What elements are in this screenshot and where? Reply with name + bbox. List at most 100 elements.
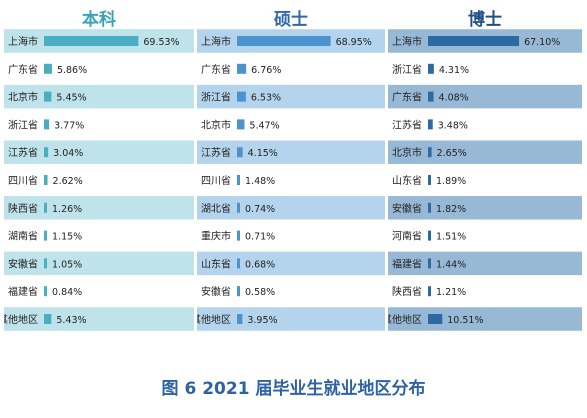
bar <box>428 91 434 102</box>
bar <box>44 258 47 269</box>
panel-title: 硕士 <box>274 10 308 30</box>
row-band <box>197 196 385 220</box>
bar-chart-doctor: 上海市 67.10% 浙江省 4.31% 广东省 4.08% 江苏省 3.48% 北京市 2.65… <box>388 29 582 331</box>
value-label: 3.77% <box>54 120 84 131</box>
value-label: 1.82% <box>436 204 466 215</box>
value-label: 4.15% <box>248 148 278 159</box>
row-band <box>4 251 194 276</box>
bar <box>428 119 433 130</box>
category-label: 北京市 <box>392 146 422 159</box>
bar <box>44 119 50 130</box>
category-label: 陕西省 <box>8 202 38 215</box>
category-label: 广东省 <box>201 63 231 76</box>
value-label: 3.48% <box>438 120 468 131</box>
bar <box>44 202 47 213</box>
bar <box>428 175 431 185</box>
bar-chart-master: 上海市 68.95% 广东省 6.76% 浙江省 6.53% 北京市 5.47% 江苏省 4.15… <box>197 29 385 331</box>
row-band <box>4 84 194 109</box>
bar <box>237 258 240 269</box>
value-label: 0.68% <box>245 259 275 270</box>
value-label: 0.84% <box>52 287 82 298</box>
category-label: 四川省 <box>8 174 38 187</box>
row-band <box>4 196 194 220</box>
value-label: 6.76% <box>251 65 281 76</box>
bar <box>44 63 52 74</box>
panel-undergraduate: 本科 上海市 69.53% 广东省 5.86% 北京市 5.45% 浙江省 3.77% 江苏省 3… <box>4 0 194 362</box>
value-label: 6.53% <box>251 93 281 104</box>
value-label: 3.95% <box>247 315 277 326</box>
value-label: 2.65% <box>437 148 467 159</box>
bar <box>237 36 331 46</box>
category-label: 其他地区 <box>388 313 422 326</box>
value-label: 69.53% <box>143 37 179 48</box>
value-label: 1.26% <box>52 204 82 215</box>
bar <box>44 314 52 324</box>
bar <box>237 119 245 130</box>
category-label: 北京市 <box>8 91 38 104</box>
row-band <box>197 307 385 331</box>
value-label: 67.10% <box>524 37 560 48</box>
category-label: 浙江省 <box>201 91 231 104</box>
category-label: 安徽省 <box>392 202 422 215</box>
bar <box>237 91 246 102</box>
category-label: 福建省 <box>392 257 422 270</box>
panel-master: 硕士 上海市 68.95% 广东省 6.76% 浙江省 6.53% 北京市 5.47% 江苏省 4… <box>197 0 385 362</box>
value-label: 0.58% <box>245 287 275 298</box>
bar <box>428 36 520 46</box>
row-band <box>388 84 582 109</box>
category-label: 山东省 <box>201 257 231 270</box>
row-band <box>388 196 582 220</box>
category-label: 江苏省 <box>392 118 422 131</box>
value-label: 1.89% <box>436 176 466 187</box>
bar <box>237 147 243 158</box>
category-label: 福建省 <box>8 285 38 298</box>
category-label: 湖北省 <box>201 202 231 215</box>
value-label: 3.04% <box>53 148 83 159</box>
bar <box>428 202 431 213</box>
bar <box>44 91 52 102</box>
category-label: 安徽省 <box>201 285 231 298</box>
value-label: 1.21% <box>436 287 466 298</box>
row-band <box>388 251 582 276</box>
value-label: 0.74% <box>245 204 275 215</box>
value-label: 5.86% <box>57 65 87 76</box>
bar <box>428 314 443 324</box>
bar <box>237 175 240 185</box>
bar <box>44 175 48 185</box>
value-label: 0.71% <box>245 232 275 243</box>
row-band <box>197 140 385 164</box>
panel-doctor: 博士 上海市 67.10% 浙江省 4.31% 广东省 4.08% 江苏省 3.48% 北京市 2… <box>388 0 582 362</box>
value-label: 1.44% <box>436 259 466 270</box>
category-label: 江苏省 <box>8 146 38 159</box>
category-label: 上海市 <box>201 35 231 48</box>
category-label: 浙江省 <box>392 63 422 76</box>
bar-chart-undergraduate: 上海市 69.53% 广东省 5.86% 北京市 5.45% 浙江省 3.77% 江苏省 3.04… <box>4 29 194 331</box>
value-label: 1.48% <box>245 176 275 187</box>
bar <box>237 314 243 324</box>
row-band <box>388 140 582 164</box>
value-label: 1.51% <box>436 232 466 243</box>
row-band <box>388 307 582 331</box>
category-label: 江苏省 <box>201 146 231 159</box>
category-label: 浙江省 <box>8 118 38 131</box>
bar <box>44 286 47 297</box>
category-label: 重庆市 <box>201 230 231 243</box>
category-label: 陕西省 <box>392 285 422 298</box>
category-label: 山东省 <box>392 174 422 187</box>
category-label: 广东省 <box>392 91 422 104</box>
category-label: 其他地区 <box>197 313 231 326</box>
value-label: 4.31% <box>439 65 469 76</box>
category-label: 其他地区 <box>4 313 38 326</box>
category-label: 北京市 <box>201 118 231 131</box>
row-band <box>4 307 194 331</box>
bar <box>44 230 47 241</box>
figure-caption: 图 6 2021 届毕业生就业地区分布 <box>161 379 426 399</box>
value-label: 1.15% <box>52 232 82 243</box>
category-label: 上海市 <box>392 35 422 48</box>
value-label: 4.08% <box>439 93 469 104</box>
row-band <box>197 251 385 276</box>
value-label: 68.95% <box>336 37 372 48</box>
row-band <box>197 84 385 109</box>
bar <box>428 258 431 269</box>
category-label: 广东省 <box>8 63 38 76</box>
